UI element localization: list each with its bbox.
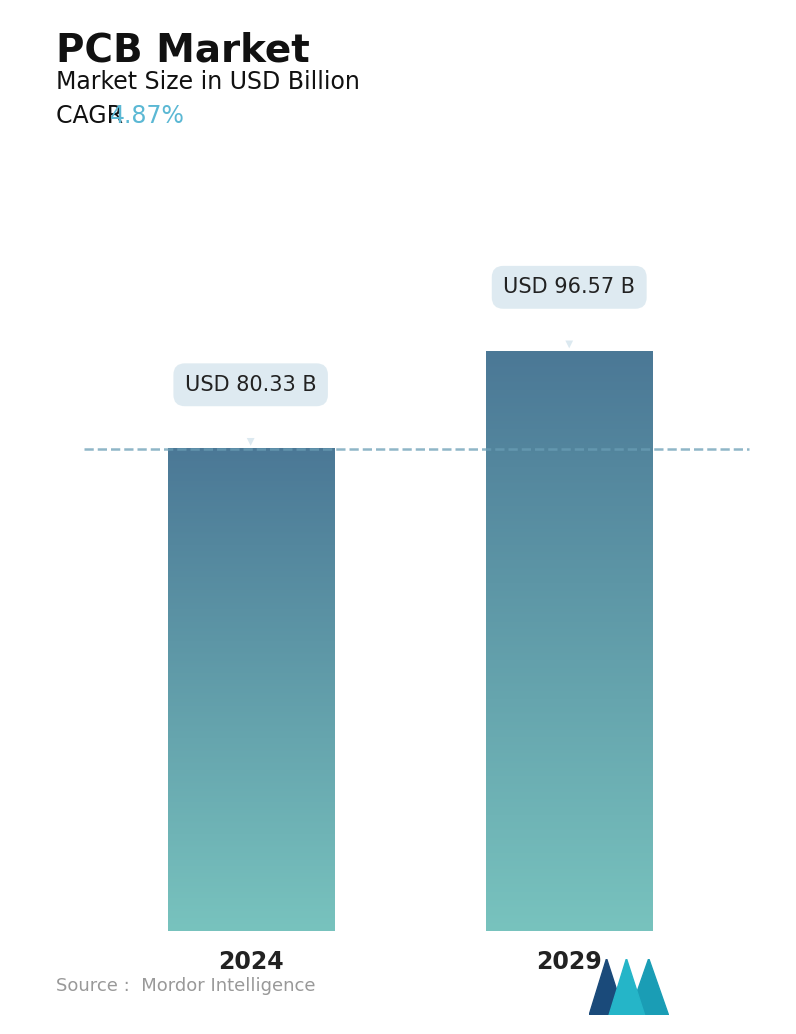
Text: 4.87%: 4.87% bbox=[110, 104, 185, 128]
Text: Market Size in USD Billion: Market Size in USD Billion bbox=[56, 70, 360, 94]
Text: PCB Market: PCB Market bbox=[56, 31, 310, 69]
Text: USD 80.33 B: USD 80.33 B bbox=[185, 374, 317, 446]
Text: Source :  Mordor Intelligence: Source : Mordor Intelligence bbox=[56, 977, 315, 995]
Polygon shape bbox=[629, 959, 669, 1015]
Polygon shape bbox=[609, 959, 645, 1015]
Text: CAGR: CAGR bbox=[56, 104, 131, 128]
Polygon shape bbox=[589, 959, 625, 1015]
Text: USD 96.57 B: USD 96.57 B bbox=[503, 277, 635, 348]
